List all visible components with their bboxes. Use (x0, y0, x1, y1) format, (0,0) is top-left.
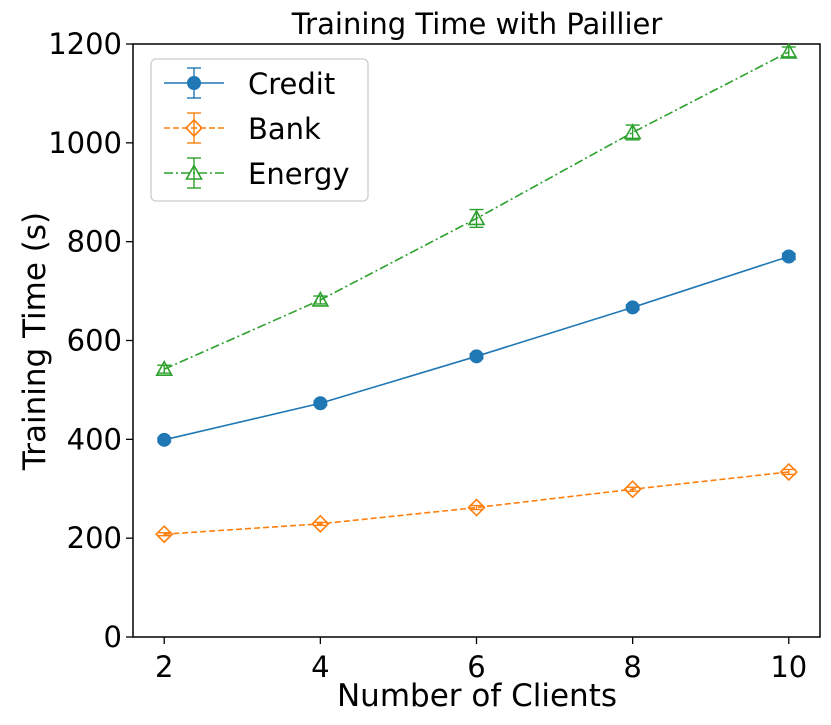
y-tick-label: 600 (67, 324, 122, 358)
data-point-credit (313, 396, 328, 411)
x-axis: 2 4 6 8 10 (155, 637, 807, 684)
legend-marker (185, 163, 203, 180)
data-point-bank (779, 462, 798, 482)
data-point-bank (311, 514, 330, 533)
data-point-credit (157, 432, 172, 447)
data-point-credit (469, 349, 484, 364)
y-axis-label: Training Time (s) (17, 212, 53, 471)
legend-marker (187, 76, 201, 90)
data-point-bank (467, 498, 486, 517)
legend-box (150, 58, 369, 202)
chart-title: Training Time with Paillier (291, 7, 663, 41)
legend-item-bank: Bank (164, 112, 321, 146)
data-point-energy (155, 360, 174, 376)
y-tick-label: 400 (67, 422, 122, 456)
data-point-energy (623, 123, 642, 140)
series-line-bank (164, 471, 789, 536)
y-tick-label: 1000 (48, 126, 122, 160)
y-axis: 0 200 400 600 800 1000 1200 (48, 27, 133, 654)
error-bar (469, 504, 484, 511)
data-point-credit (781, 249, 796, 264)
legend-label-bank: Bank (248, 112, 321, 146)
legend-item-credit: Credit (164, 67, 335, 101)
x-tick-label: 10 (770, 650, 807, 684)
legend-label-energy: Energy (248, 157, 350, 191)
error-bar (157, 364, 172, 374)
series-line-credit (164, 255, 790, 441)
error-bar (625, 486, 640, 492)
y-tick-label: 200 (67, 521, 122, 555)
error-bar (781, 46, 796, 58)
series-energy (155, 42, 798, 376)
data-point-bank (623, 480, 642, 499)
legend-item-energy: Energy (164, 157, 350, 191)
x-tick-label: 8 (623, 650, 641, 684)
error-bar (157, 532, 172, 537)
data-point-energy (467, 209, 486, 226)
y-tick-label: 1200 (48, 27, 122, 61)
data-point-energy (311, 290, 330, 307)
series-credit (157, 249, 796, 447)
x-tick-label: 2 (155, 650, 173, 684)
legend: Credit Bank Energy (150, 58, 369, 202)
data-point-credit (625, 300, 640, 315)
x-tick-label: 4 (311, 650, 329, 684)
series-bank (155, 462, 798, 544)
x-tick-label: 6 (467, 650, 485, 684)
y-tick-label: 800 (67, 225, 122, 259)
y-tick-label: 0 (104, 620, 122, 654)
error-bar (313, 521, 328, 527)
data-point-energy (779, 42, 798, 59)
data-point-bank (155, 525, 174, 544)
error-bar (313, 295, 328, 305)
x-axis-label: Number of Clients (337, 678, 617, 714)
legend-label-credit: Credit (248, 67, 335, 101)
legend-marker (184, 118, 204, 138)
